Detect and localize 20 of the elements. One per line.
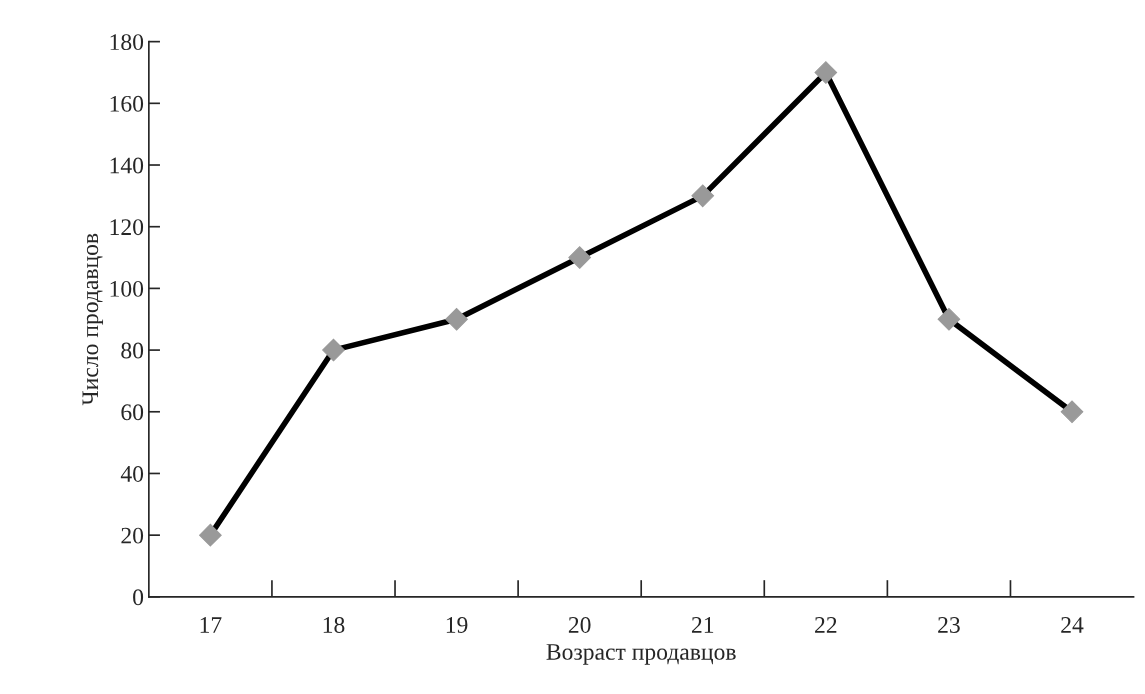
y-tick-label: 20 xyxy=(121,527,144,544)
y-tick-label: 0 xyxy=(133,589,144,606)
x-tick-label: 22 xyxy=(815,617,837,633)
y-tick-label: 160 xyxy=(110,95,144,112)
y-tick-label: 40 xyxy=(120,465,144,482)
x-tick-label: 20 xyxy=(568,616,591,633)
y-axis-title: Число продавцов xyxy=(82,233,104,406)
x-tick-label: 23 xyxy=(938,617,960,633)
x-tick-label: 19 xyxy=(446,617,468,633)
x-tick-label: 24 xyxy=(1061,617,1084,633)
y-tick-label: 120 xyxy=(110,219,144,236)
y-tick-label: 100 xyxy=(110,280,144,297)
x-tick-label: 18 xyxy=(323,616,345,633)
y-tick-label: 140 xyxy=(110,157,144,174)
x-tick-label: 17 xyxy=(200,617,222,633)
x-axis-title: Возраст продавцов xyxy=(546,644,736,665)
y-tick-label: 180 xyxy=(110,34,144,51)
y-tick-label: 60 xyxy=(121,404,144,421)
x-tick-label: 21 xyxy=(691,617,714,633)
y-tick-label: 80 xyxy=(121,342,144,359)
